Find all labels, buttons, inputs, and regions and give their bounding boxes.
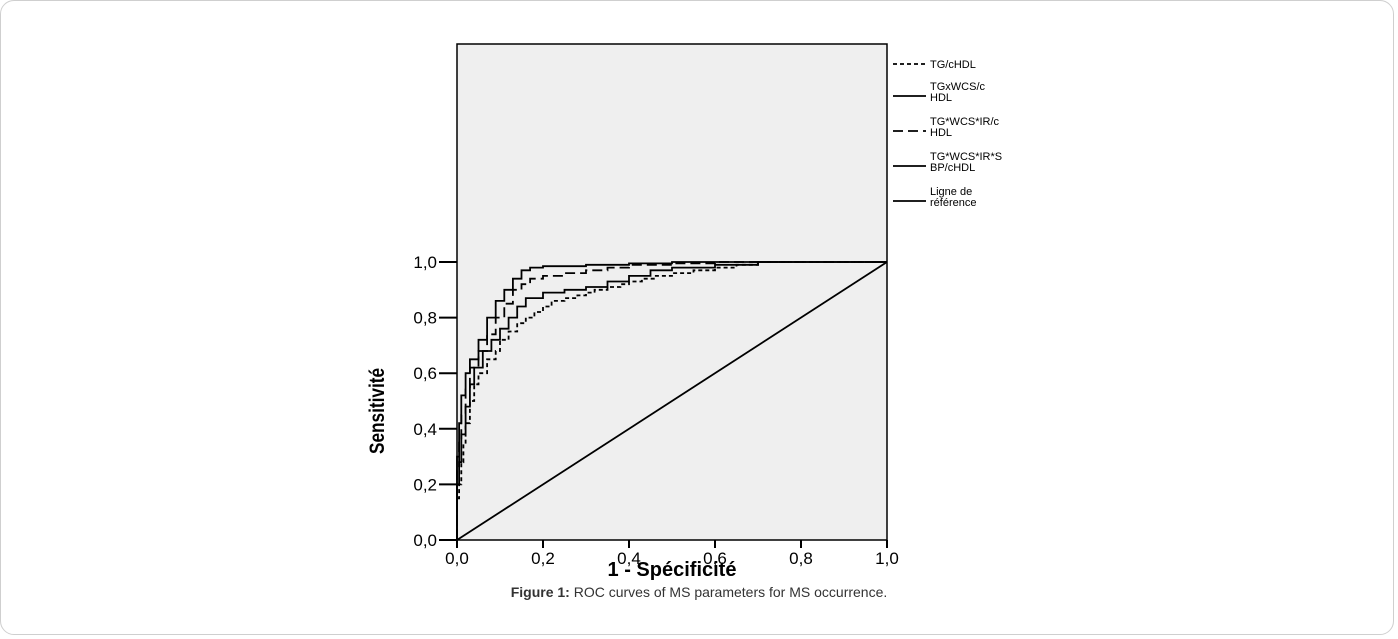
roc-curve-5 xyxy=(456,261,888,541)
y-tick-label: 0,6 xyxy=(413,364,437,383)
figure-caption: Figure 1: ROC curves of MS parameters fo… xyxy=(0,584,1398,600)
x-tick-label: 0,6 xyxy=(703,549,727,568)
legend-label-4: BP/cHDL xyxy=(930,162,975,174)
curves-layer xyxy=(456,261,888,541)
x-tick-label: 0,8 xyxy=(789,549,813,568)
x-axis-label: 1 - Spécificité xyxy=(608,559,737,580)
x-tick-label: 0,4 xyxy=(617,549,641,568)
y-tick-label: 0,4 xyxy=(413,420,437,439)
legend-label-3: HDL xyxy=(930,127,952,139)
legend-label-4: TG*WCS*IR*S xyxy=(930,151,1002,163)
x-tick-label: 0,2 xyxy=(531,549,555,568)
legend-label-3: TG*WCS*IR/c xyxy=(930,116,1000,128)
y-tick-label: 0,0 xyxy=(413,531,437,550)
legend-label-5: référence xyxy=(930,197,976,209)
axes-layer: 0,0 0,2 0,4 0,6 0,8 1,0 0,0 0,2 0,4 0,6 0,8 1,0 1 - … xyxy=(367,253,899,580)
y-tick-label: 0,8 xyxy=(413,309,437,328)
caption-text: ROC curves of MS parameters for MS occur… xyxy=(569,584,888,600)
legend: TG/cHDLTGxWCS/cHDLTG*WCS*IR/cHDLTG*WCS*I… xyxy=(893,59,1002,209)
roc-curve-4 xyxy=(456,261,887,540)
legend-label-2: TGxWCS/c xyxy=(930,81,985,93)
x-tick-label: 1,0 xyxy=(875,549,899,568)
roc-chart: 0,0 0,2 0,4 0,6 0,8 1,0 0,0 0,2 0,4 0,6 0,8 1,0 1 - … xyxy=(367,43,1002,580)
y-tick-label: 0,2 xyxy=(413,475,437,494)
legend-label-5: Ligne de xyxy=(930,186,972,198)
plot-area xyxy=(457,44,887,540)
y-axis-label: Sensitivité xyxy=(367,368,390,454)
y-tick-label: 1,0 xyxy=(413,253,437,272)
x-tick-label: 0,0 xyxy=(445,549,469,568)
caption-label: Figure 1: xyxy=(510,584,570,600)
legend-label-1: TG/cHDL xyxy=(930,59,976,71)
legend-label-2: HDL xyxy=(930,92,952,104)
plot-border xyxy=(456,43,888,541)
